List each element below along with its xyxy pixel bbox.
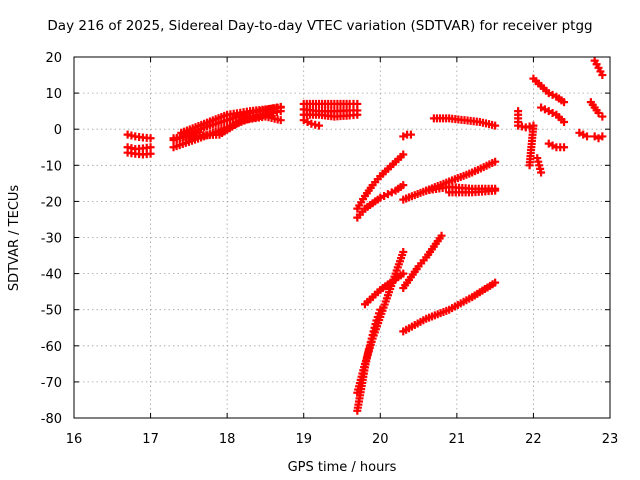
data-point (315, 121, 324, 130)
x-tick-label: 20 (372, 432, 389, 447)
x-tick-label: 23 (602, 432, 619, 447)
data-point (525, 161, 534, 170)
data-point (276, 103, 285, 112)
data-point (437, 231, 446, 240)
x-tick-label: 18 (219, 432, 236, 447)
y-tick-label: -40 (41, 268, 62, 283)
x-axis-label: GPS time / hours (288, 460, 397, 475)
y-tick-label: -30 (41, 232, 62, 247)
data-point (146, 149, 155, 158)
y-tick-label: -70 (41, 376, 62, 391)
y-axis-label: SDTVAR / TECUs (7, 185, 22, 292)
data-point (491, 186, 500, 195)
data-point (560, 143, 569, 152)
data-point (276, 116, 285, 125)
y-tick-labels: 20 10 0 -10 -20 -30 -40 -50 -60 -70 -80 (41, 51, 610, 427)
y-tick-label: 0 (54, 123, 62, 138)
data-point (598, 132, 607, 141)
x-tick-label: 19 (295, 432, 312, 447)
data-point (399, 269, 408, 278)
y-tick-label: 20 (45, 51, 62, 66)
y-tick-label: -20 (41, 195, 62, 210)
x-tick-label: 16 (66, 432, 83, 447)
data-point (399, 181, 408, 190)
data-point (537, 168, 546, 177)
data-points-layer (123, 56, 607, 415)
data-point (560, 98, 569, 107)
data-point (491, 278, 500, 287)
x-tick-label: 22 (525, 432, 542, 447)
data-point (353, 110, 362, 119)
x-tick-label: 21 (449, 432, 466, 447)
y-tick-label: -80 (41, 412, 62, 427)
y-tick-label: -60 (41, 340, 62, 355)
data-point (598, 71, 607, 80)
data-point (399, 247, 408, 256)
data-point (406, 130, 415, 139)
grid-layer (74, 57, 610, 418)
data-point (491, 121, 500, 130)
y-tick-label: 10 (45, 87, 62, 102)
y-tick-label: -50 (41, 304, 62, 319)
data-point (598, 112, 607, 121)
y-tick-label: -10 (41, 159, 62, 174)
data-point (491, 157, 500, 166)
data-point (399, 150, 408, 159)
data-point (560, 117, 569, 126)
data-point (146, 134, 155, 143)
x-tick-label: 17 (142, 432, 159, 447)
data-point (583, 132, 592, 141)
x-tick-labels: 16 17 18 19 20 21 22 23 (66, 57, 619, 447)
chart-title: Day 216 of 2025, Sidereal Day-to-day VTE… (47, 18, 593, 34)
